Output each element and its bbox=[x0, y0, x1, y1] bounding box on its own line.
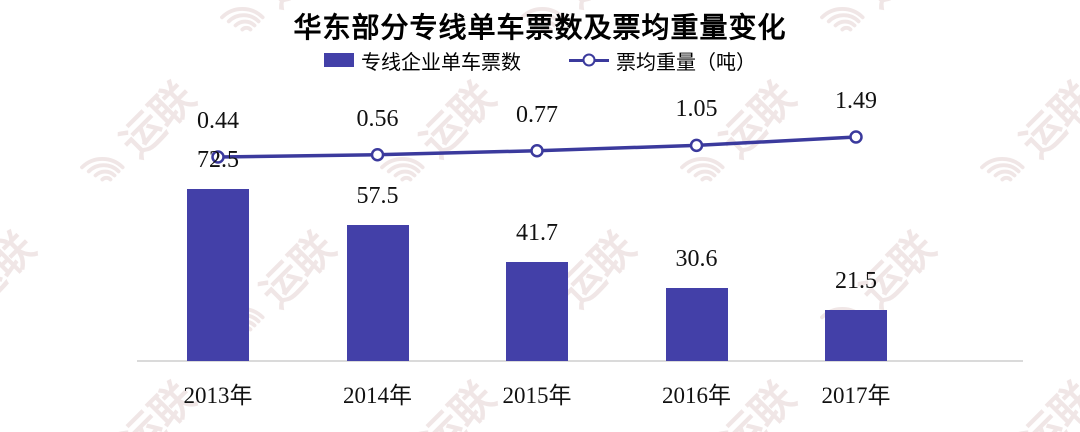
x-axis-label: 2016年 bbox=[662, 383, 731, 408]
legend-item-bars: 专线企业单车票数 bbox=[324, 46, 521, 75]
line-series-symbol bbox=[569, 53, 609, 67]
bar bbox=[187, 189, 249, 361]
line-value-label: 1.49 bbox=[835, 88, 877, 114]
bar-value-label: 21.5 bbox=[835, 268, 877, 294]
line-value-label: 1.05 bbox=[675, 96, 718, 123]
line-marker-icon bbox=[582, 53, 596, 67]
bar-value-label: 41.7 bbox=[516, 220, 558, 247]
x-axis-label: 2013年 bbox=[183, 383, 253, 408]
bar bbox=[825, 310, 887, 361]
chart-title: 华东部分专线单车票数及票均重量变化 bbox=[293, 13, 787, 44]
line-point-marker bbox=[689, 138, 704, 153]
bar bbox=[346, 224, 409, 361]
line-point-marker bbox=[530, 143, 544, 158]
x-axis-label: 2015年 bbox=[502, 383, 572, 408]
line-point-marker bbox=[211, 150, 225, 164]
bar bbox=[506, 262, 568, 361]
x-axis-label: 2014年 bbox=[343, 383, 412, 408]
bar bbox=[665, 288, 728, 361]
chart-legend: 专线企业单车票数 票均重量（吨） bbox=[0, 46, 1080, 74]
line-value-label: 0.44 bbox=[197, 108, 239, 135]
bar-value-label: 57.5 bbox=[356, 182, 399, 209]
bar-value-label: 30.6 bbox=[675, 246, 718, 273]
x-axis-label: 2017年 bbox=[821, 383, 891, 408]
x-axis-line bbox=[137, 360, 1023, 362]
line-value-label: 0.56 bbox=[356, 105, 399, 132]
line-value-label: 0.77 bbox=[516, 101, 558, 128]
legend-label-line: 票均重量（吨） bbox=[616, 51, 756, 74]
legend-item-line: 票均重量（吨） bbox=[569, 46, 756, 75]
bar-series-swatch bbox=[324, 53, 354, 67]
line-point-marker bbox=[849, 130, 863, 144]
legend-label-bars: 专线企业单车票数 bbox=[361, 51, 521, 74]
line-point-marker bbox=[370, 147, 385, 162]
bar-value-label: 72.5 bbox=[197, 147, 239, 174]
